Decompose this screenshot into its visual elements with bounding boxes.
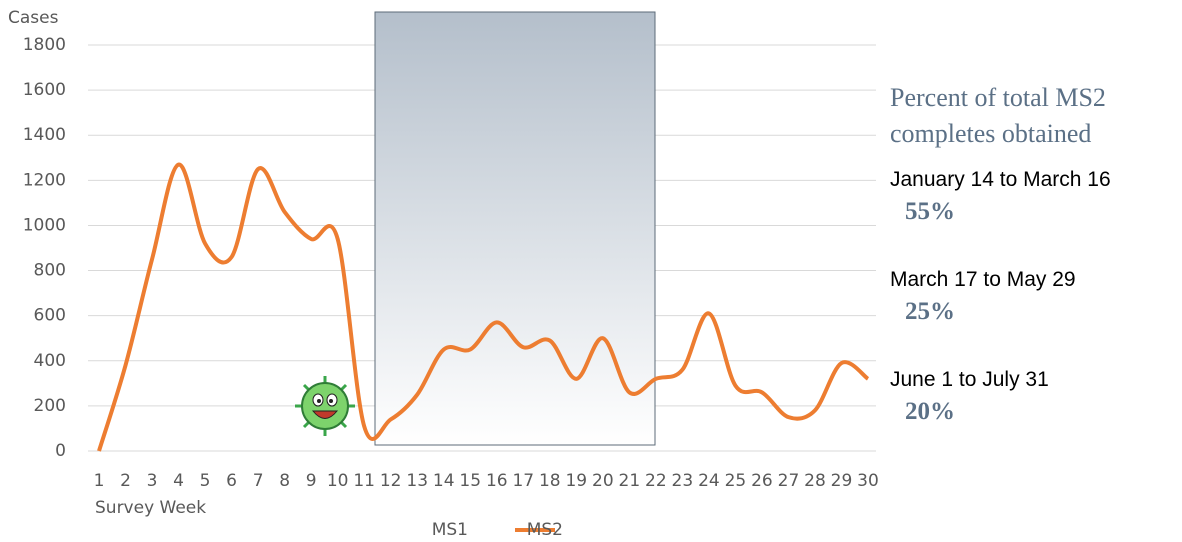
x-tick-label: 26 <box>751 471 773 491</box>
legend-label: MS2 <box>527 520 563 540</box>
x-tick-label: 18 <box>539 471 561 491</box>
y-tick-label: 1600 <box>23 80 66 100</box>
x-tick-label: 11 <box>353 471 375 491</box>
x-tick-label: 15 <box>459 471 481 491</box>
x-tick-label: 23 <box>672 471 694 491</box>
x-tick-label: 25 <box>725 471 747 491</box>
x-tick-label: 19 <box>565 471 587 491</box>
annotation-period: March 17 to May 29 <box>890 268 1076 292</box>
x-tick-label: 3 <box>147 471 158 491</box>
side-title: Percent of total MS2 completes obtained <box>890 80 1175 152</box>
x-tick-label: 9 <box>306 471 317 491</box>
x-tick-label: 30 <box>857 471 879 491</box>
x-tick-label: 22 <box>645 471 667 491</box>
x-tick-label: 13 <box>406 471 428 491</box>
annotation-percent: 25% <box>905 298 955 326</box>
virus-icon <box>295 376 355 436</box>
highlight-period <box>375 12 655 445</box>
x-tick-label: 29 <box>831 471 853 491</box>
x-tick-label: 16 <box>486 471 508 491</box>
legend-item: MS2 <box>515 520 563 540</box>
x-tick-label: 14 <box>433 471 455 491</box>
x-tick-label: 28 <box>804 471 826 491</box>
y-tick-label: 200 <box>34 396 66 416</box>
x-tick-label: 2 <box>120 471 131 491</box>
y-tick-label: 1800 <box>23 35 66 55</box>
y-tick-label: 1000 <box>23 215 66 235</box>
x-tick-label: 21 <box>619 471 641 491</box>
x-tick-label: 17 <box>512 471 534 491</box>
y-axis-label: Cases <box>8 8 59 28</box>
legend-label: MS1 <box>432 520 468 540</box>
y-tick-label: 1200 <box>23 170 66 190</box>
y-tick-label: 1400 <box>23 125 66 145</box>
y-tick-label: 800 <box>34 261 66 281</box>
annotation-percent: 55% <box>905 198 955 226</box>
x-tick-label: 5 <box>200 471 211 491</box>
y-tick-label: 0 <box>55 441 66 461</box>
x-tick-label: 7 <box>253 471 264 491</box>
annotation-percent: 20% <box>905 398 955 426</box>
x-tick-label: 6 <box>226 471 237 491</box>
legend-item: MS1 <box>420 520 468 540</box>
x-tick-label: 20 <box>592 471 614 491</box>
annotation-period: January 14 to March 16 <box>890 168 1111 192</box>
x-tick-label: 12 <box>380 471 402 491</box>
x-tick-label: 24 <box>698 471 720 491</box>
x-axis-label: Survey Week <box>95 498 206 518</box>
page: {"chart_data": {"type": "line", "y_label… <box>0 0 1182 542</box>
y-tick-label: 400 <box>34 351 66 371</box>
x-tick-label: 4 <box>173 471 184 491</box>
x-tick-label: 10 <box>327 471 349 491</box>
y-tick-label: 600 <box>34 306 66 326</box>
x-tick-label: 1 <box>94 471 105 491</box>
annotation-period: June 1 to July 31 <box>890 368 1049 392</box>
x-tick-label: 27 <box>778 471 800 491</box>
x-tick-label: 8 <box>279 471 290 491</box>
